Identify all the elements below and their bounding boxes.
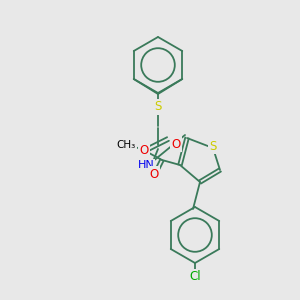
Text: CH₃: CH₃ <box>116 140 136 150</box>
Text: O: O <box>140 143 148 157</box>
Text: Cl: Cl <box>189 271 201 284</box>
Text: O: O <box>149 167 159 181</box>
Text: S: S <box>209 140 217 152</box>
Text: S: S <box>154 100 162 113</box>
Text: HN: HN <box>138 160 154 170</box>
Text: O: O <box>171 137 181 151</box>
